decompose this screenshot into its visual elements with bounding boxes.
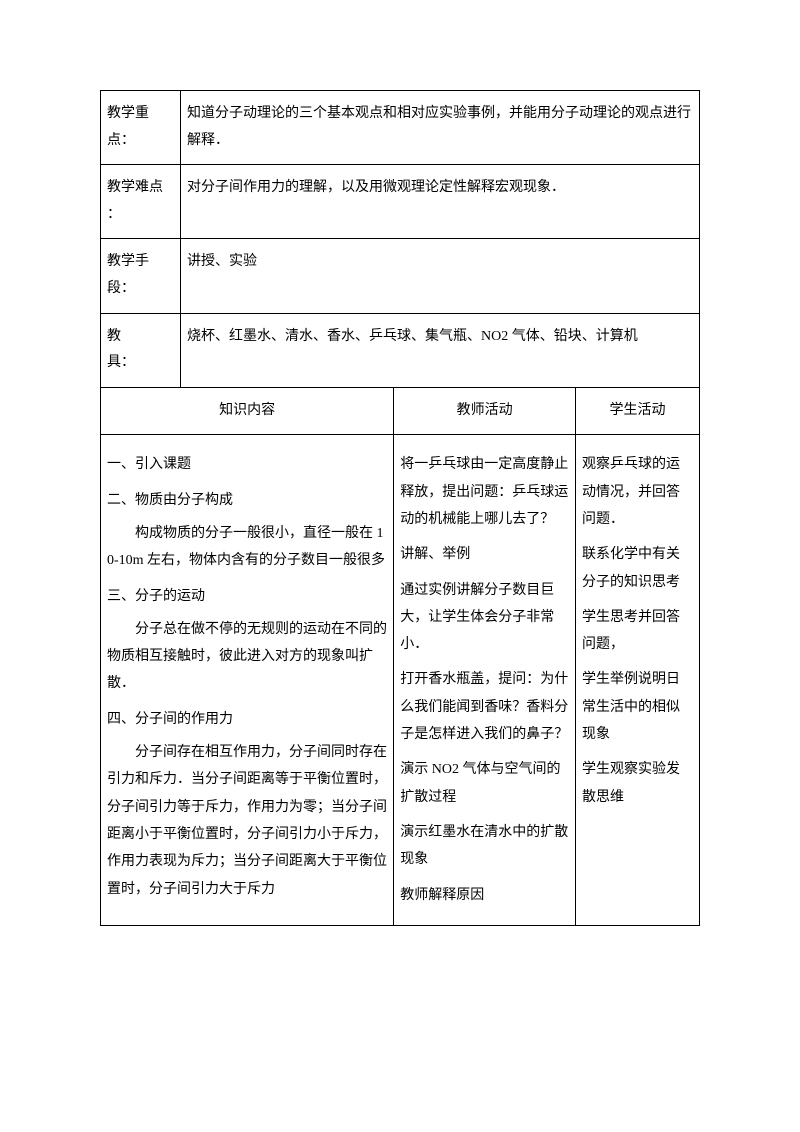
t3: 通过实例讲解分子数目巨大，让学生体会分子非常小． — [400, 577, 569, 659]
k-p1: 构成物质的分子一般很小，直径一般在 10-10m 左右，物体内含有的分子数目一般… — [107, 520, 387, 575]
st1: 观察乒乓球的运动情况，并回答问题． — [582, 451, 693, 533]
t7: 教师解释原因 — [400, 882, 569, 909]
t5: 演示 NO2 气体与空气间的扩散过程 — [400, 756, 569, 811]
header-student: 学生活动 — [576, 387, 700, 435]
st5: 学生观察实验发散思维 — [582, 756, 693, 811]
value-difficulty: 对分子间作用力的理解，以及用微观理论定性解释宏观现象． — [181, 165, 700, 239]
k-p2: 分子总在做不停的无规则的运动在不同的物质相互接触时，彼此进入对方的现象叫扩散． — [107, 616, 387, 698]
lesson-plan-table: 教学重点： 知道分子动理论的三个基本观点和相对应实验事例，并能用分子动理论的观点… — [100, 90, 700, 388]
header-teacher: 教师活动 — [394, 387, 576, 435]
header-knowledge: 知识内容 — [101, 387, 394, 435]
st3: 学生思考并回答问题， — [582, 604, 693, 659]
label-focus: 教学重点： — [101, 91, 181, 165]
content-row: 一、引入课题 二、物质由分子构成 构成物质的分子一般很小，直径一般在 10-10… — [101, 435, 700, 925]
value-focus: 知道分子动理论的三个基本观点和相对应实验事例，并能用分子动理论的观点进行解释． — [181, 91, 700, 165]
header-row: 知识内容 教师活动 学生活动 — [101, 387, 700, 435]
k-s2: 二、物质由分子构成 — [107, 487, 387, 514]
row-method: 教学手段： 讲授、实验 — [101, 239, 700, 313]
label-method: 教学手段： — [101, 239, 181, 313]
value-tools: 烧杯、红墨水、清水、香水、乒乓球、集气瓶、NO2 气体、铅块、计算机 — [181, 313, 700, 387]
k-s3: 三、分子的运动 — [107, 583, 387, 610]
t6: 演示红墨水在清水中的扩散现象 — [400, 819, 569, 874]
row-focus: 教学重点： 知道分子动理论的三个基本观点和相对应实验事例，并能用分子动理论的观点… — [101, 91, 700, 165]
label-tools: 教 具： — [101, 313, 181, 387]
content-table: 知识内容 教师活动 学生活动 一、引入课题 二、物质由分子构成 构成物质的分子一… — [100, 387, 700, 926]
t4: 打开香水瓶盖，提问：为什么我们能闻到香味？香料分子是怎样进入我们的鼻子？ — [400, 666, 569, 748]
k-s4: 四、分子间的作用力 — [107, 706, 387, 733]
row-tools: 教 具： 烧杯、红墨水、清水、香水、乒乓球、集气瓶、NO2 气体、铅块、计算机 — [101, 313, 700, 387]
label-difficulty: 教学难点 ： — [101, 165, 181, 239]
k-p3: 分子间存在相互作用力，分子间同时存在引力和斥力．当分子间距离等于平衡位置时，分子… — [107, 739, 387, 903]
student-cell: 观察乒乓球的运动情况，并回答问题． 联系化学中有关分子的知识思考 学生思考并回答… — [576, 435, 700, 925]
st2: 联系化学中有关分子的知识思考 — [582, 541, 693, 596]
value-method: 讲授、实验 — [181, 239, 700, 313]
row-difficulty: 教学难点 ： 对分子间作用力的理解，以及用微观理论定性解释宏观现象． — [101, 165, 700, 239]
teacher-cell: 将一乒乓球由一定高度静止释放，提出问题：乒乓球运动的机械能上哪儿去了？ 讲解、举… — [394, 435, 576, 925]
t2: 讲解、举例 — [400, 541, 569, 568]
knowledge-cell: 一、引入课题 二、物质由分子构成 构成物质的分子一般很小，直径一般在 10-10… — [101, 435, 394, 925]
k-s1: 一、引入课题 — [107, 451, 387, 478]
st4: 学生举例说明日常生活中的相似现象 — [582, 666, 693, 748]
t1: 将一乒乓球由一定高度静止释放，提出问题：乒乓球运动的机械能上哪儿去了？ — [400, 451, 569, 533]
